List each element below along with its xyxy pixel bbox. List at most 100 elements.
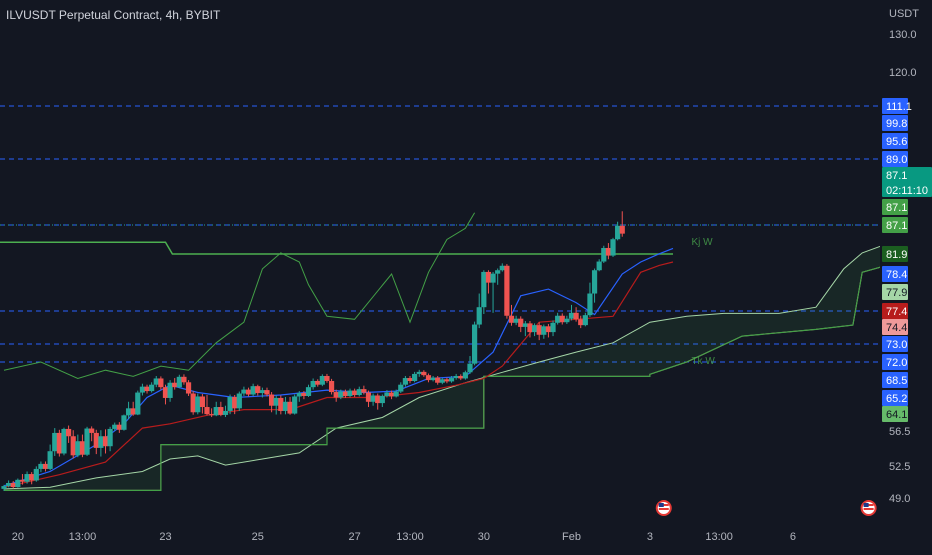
price-badge-label: 111.1 <box>886 101 912 113</box>
price-badge <box>882 372 908 388</box>
candle-body <box>430 377 436 381</box>
candle-body <box>421 371 427 376</box>
x-tick-label: 27 <box>349 531 361 543</box>
candle-body <box>204 407 210 415</box>
candle-body <box>29 474 35 481</box>
price-badge-label: 64.1 <box>886 409 907 421</box>
candle-body <box>10 483 16 488</box>
price-badge <box>882 354 908 370</box>
price-badge <box>882 151 908 167</box>
candle-body <box>241 389 247 394</box>
candle-body <box>531 325 538 333</box>
candle-body <box>93 432 99 448</box>
candle-body <box>301 393 307 396</box>
indicator-label: Tk W <box>691 356 715 367</box>
price-badge-label: 74.4 <box>886 322 907 334</box>
x-tick-label: 25 <box>252 531 264 543</box>
candle-body <box>365 392 372 402</box>
candle-body <box>75 441 81 456</box>
x-tick-label: 3 <box>647 531 653 543</box>
candle-body <box>65 428 72 437</box>
price-badge-label: 73.0 <box>886 339 907 351</box>
candle-body <box>38 463 44 469</box>
candle-body <box>33 468 39 481</box>
candle-body <box>615 225 621 240</box>
candle-body <box>536 325 542 335</box>
candle-body <box>495 270 501 274</box>
candle-body <box>190 393 196 413</box>
candle-body <box>444 379 450 382</box>
senkou-span-b-flat <box>4 266 881 491</box>
candle-body <box>472 324 478 364</box>
price-badge-label: 99.8 <box>886 118 907 130</box>
candle-body <box>398 384 404 392</box>
x-tick-label: 13:00 <box>69 531 97 543</box>
candle-body <box>545 326 552 333</box>
candle-body <box>448 378 455 382</box>
candle-body <box>15 479 21 488</box>
candle-body <box>250 386 256 395</box>
y-tick-label: 120.0 <box>889 67 917 79</box>
candle-body <box>508 315 515 323</box>
us-flag-icon <box>658 503 664 507</box>
candle-body <box>324 375 330 381</box>
candle-body <box>47 451 53 469</box>
candle-body <box>518 318 524 327</box>
candle-body <box>296 393 302 397</box>
candle-body <box>167 382 173 398</box>
candle-body <box>375 395 381 404</box>
candle-body <box>315 380 321 385</box>
candle-body <box>144 386 150 392</box>
candle-body <box>222 410 229 415</box>
chart-title: ILVUSDT Perpetual Contract, 4h, BYBIT <box>6 8 221 22</box>
price-badge <box>882 133 908 149</box>
candle-body <box>568 312 575 319</box>
indicator-label: Kj W <box>691 237 713 248</box>
price-badge <box>882 199 908 215</box>
candle-body <box>6 483 12 487</box>
price-badge <box>882 284 908 300</box>
candle-body <box>24 474 30 482</box>
lagging-span <box>3 212 476 380</box>
x-tick-label: 20 <box>12 531 24 543</box>
candle-body <box>195 396 201 413</box>
candle-body <box>112 424 118 429</box>
candle-body <box>121 415 127 430</box>
candle-body <box>102 436 109 447</box>
x-tick-label: 6 <box>790 531 796 543</box>
price-badge-label: 87.1 <box>886 202 907 214</box>
candle-body <box>328 380 335 393</box>
candle-body <box>278 397 284 411</box>
candle-body <box>236 393 242 409</box>
countdown-label: 02:11:10 <box>886 185 928 197</box>
candle-body <box>213 407 219 416</box>
candle-body <box>402 378 408 385</box>
candle-body <box>319 375 325 385</box>
candle-body <box>79 441 86 455</box>
candle-body <box>89 428 95 433</box>
candle-body <box>56 432 62 454</box>
price-badge-label: 68.5 <box>886 375 907 387</box>
candle-body <box>485 271 492 283</box>
candle-body <box>338 391 344 398</box>
candle-body <box>541 326 547 335</box>
candle-body <box>490 273 496 283</box>
candle-body <box>407 378 413 381</box>
us-flag-icon <box>863 503 869 507</box>
price-badge-label: 77.4 <box>886 306 907 318</box>
y-tick-label: 52.5 <box>889 461 910 473</box>
candle-body <box>619 225 625 234</box>
candle-body <box>462 372 468 379</box>
candle-body <box>425 375 432 381</box>
candle-body <box>582 315 588 326</box>
candle-body <box>227 396 233 411</box>
candle-body <box>347 390 353 396</box>
candle-body <box>158 378 164 388</box>
candle-body <box>499 265 505 271</box>
currency-label: USDT <box>889 8 919 20</box>
x-tick-label: Feb <box>562 531 581 543</box>
candle-body <box>153 378 159 385</box>
